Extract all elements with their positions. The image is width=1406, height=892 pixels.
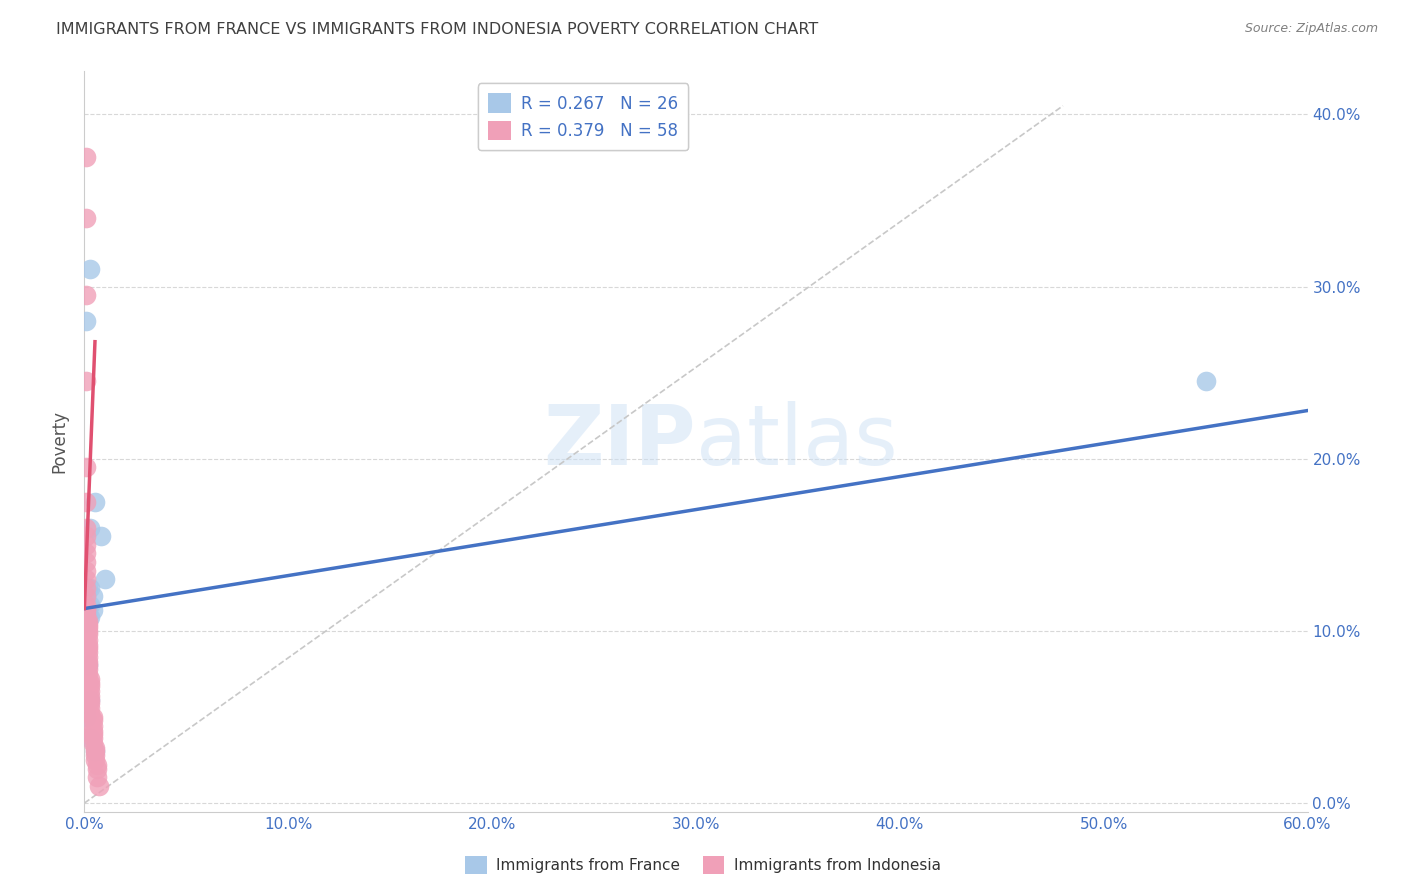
Point bbox=[79, 675, 101, 690]
Point bbox=[77, 667, 100, 681]
Y-axis label: Poverty: Poverty bbox=[51, 410, 69, 473]
Point bbox=[75, 151, 97, 165]
Point bbox=[79, 731, 101, 745]
Point bbox=[86, 762, 108, 776]
Point bbox=[86, 758, 108, 772]
Point bbox=[75, 598, 97, 612]
Point bbox=[77, 658, 100, 673]
Point bbox=[77, 612, 100, 626]
Point bbox=[77, 581, 100, 595]
Point bbox=[75, 555, 97, 569]
Point bbox=[79, 690, 101, 704]
Point bbox=[82, 710, 104, 724]
Point bbox=[79, 262, 101, 277]
Point bbox=[1195, 374, 1218, 388]
Point bbox=[82, 736, 104, 750]
Point bbox=[75, 538, 97, 552]
Point bbox=[75, 314, 97, 328]
Point bbox=[79, 693, 101, 707]
Point bbox=[79, 521, 101, 535]
Point bbox=[82, 731, 104, 745]
Point bbox=[82, 714, 104, 728]
Point bbox=[82, 718, 104, 732]
Point bbox=[77, 617, 100, 632]
Point bbox=[87, 779, 110, 793]
Point bbox=[75, 374, 97, 388]
Point bbox=[77, 614, 100, 628]
Point bbox=[75, 495, 97, 509]
Point bbox=[83, 747, 105, 762]
Point bbox=[79, 610, 101, 624]
Point bbox=[75, 610, 97, 624]
Point bbox=[75, 601, 97, 615]
Point bbox=[75, 521, 97, 535]
Point bbox=[75, 607, 97, 621]
Point bbox=[75, 590, 97, 604]
Point bbox=[77, 662, 100, 676]
Point bbox=[75, 572, 97, 586]
Point bbox=[79, 598, 101, 612]
Point bbox=[75, 288, 97, 302]
Point bbox=[77, 632, 100, 647]
Point bbox=[79, 693, 101, 707]
Legend: R = 0.267   N = 26, R = 0.379   N = 58: R = 0.267 N = 26, R = 0.379 N = 58 bbox=[478, 83, 689, 150]
Point bbox=[75, 211, 97, 225]
Text: atlas: atlas bbox=[696, 401, 897, 482]
Point bbox=[77, 627, 100, 641]
Point bbox=[77, 638, 100, 652]
Point bbox=[75, 529, 97, 543]
Text: ZIP: ZIP bbox=[544, 401, 696, 482]
Point bbox=[77, 644, 100, 658]
Point bbox=[77, 658, 100, 673]
Point bbox=[77, 624, 100, 638]
Point bbox=[75, 710, 97, 724]
Point bbox=[83, 744, 105, 758]
Point bbox=[82, 590, 104, 604]
Point bbox=[75, 460, 97, 475]
Point bbox=[79, 581, 101, 595]
Text: IMMIGRANTS FROM FRANCE VS IMMIGRANTS FROM INDONESIA POVERTY CORRELATION CHART: IMMIGRANTS FROM FRANCE VS IMMIGRANTS FRO… bbox=[56, 22, 818, 37]
Point bbox=[79, 696, 101, 710]
Point bbox=[75, 564, 97, 578]
Point bbox=[79, 684, 101, 698]
Point bbox=[77, 655, 100, 669]
Point bbox=[83, 744, 105, 758]
Point bbox=[75, 701, 97, 715]
Point bbox=[75, 607, 97, 621]
Point bbox=[82, 603, 104, 617]
Point bbox=[77, 598, 100, 612]
Point bbox=[77, 641, 100, 656]
Point bbox=[79, 701, 101, 715]
Point bbox=[75, 598, 97, 612]
Point bbox=[77, 649, 100, 664]
Point bbox=[93, 572, 115, 586]
Point bbox=[75, 615, 97, 630]
Point bbox=[82, 723, 104, 738]
Point bbox=[79, 679, 101, 693]
Point bbox=[83, 741, 105, 756]
Point bbox=[83, 753, 105, 767]
Point bbox=[75, 603, 97, 617]
Legend: Immigrants from France, Immigrants from Indonesia: Immigrants from France, Immigrants from … bbox=[460, 850, 946, 880]
Point bbox=[75, 590, 97, 604]
Point bbox=[83, 495, 105, 509]
Point bbox=[75, 546, 97, 560]
Point bbox=[86, 770, 108, 784]
Point bbox=[77, 620, 100, 634]
Point bbox=[82, 727, 104, 741]
Text: Source: ZipAtlas.com: Source: ZipAtlas.com bbox=[1244, 22, 1378, 36]
Point bbox=[75, 581, 97, 595]
Point bbox=[79, 672, 101, 686]
Point bbox=[90, 529, 112, 543]
Point bbox=[79, 706, 101, 721]
Point bbox=[77, 607, 100, 621]
